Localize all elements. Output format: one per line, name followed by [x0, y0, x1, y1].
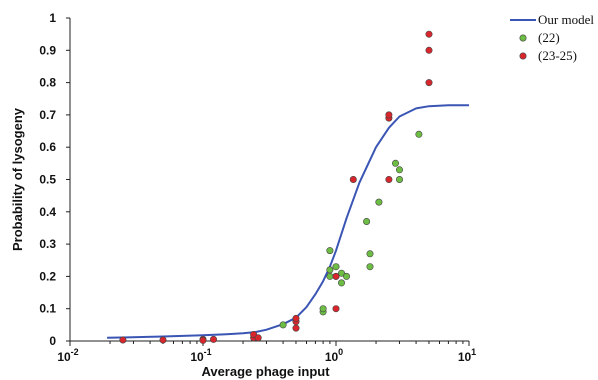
x-ticks: 10-2 10-1 100 101	[57, 341, 476, 364]
legend-label: (23-25)	[538, 48, 577, 63]
axes	[69, 18, 469, 342]
point-ref22	[319, 305, 327, 313]
y-tick-label: 0.2	[39, 269, 56, 283]
point-ref22	[375, 198, 383, 206]
x-tick-label: 10-1	[190, 347, 211, 364]
point-ref22	[279, 321, 287, 329]
point-ref23-25	[292, 314, 300, 322]
legend-label: Our model	[538, 12, 594, 27]
point-ref22	[366, 263, 374, 271]
y-tick-label: 0	[49, 334, 56, 348]
legend-label: (22)	[538, 30, 560, 45]
y-tick-label: 0.9	[39, 43, 56, 57]
point-ref23-25	[199, 336, 207, 344]
point-ref22	[391, 159, 399, 167]
point-ref22	[337, 269, 345, 277]
point-ref23-25	[159, 336, 167, 344]
y-tick-label: 1	[49, 11, 56, 25]
x-tick-label: 101	[458, 347, 476, 364]
point-ref23-25	[332, 305, 340, 313]
point-ref22	[415, 130, 423, 138]
point-ref22	[395, 166, 403, 174]
y-tick-label: 0.1	[39, 302, 56, 316]
x-tick-base: 10	[190, 350, 204, 364]
x-tick-base: 10	[57, 350, 71, 364]
point-ref23-25	[385, 176, 393, 184]
point-ref22	[326, 266, 334, 274]
x-tick-exponent: -2	[71, 347, 79, 357]
y-ticks: 0 0.1 0.2 0.3 0.4 0.5 0.6 0.7 0.8 0.9 1	[39, 11, 70, 348]
y-tick-label: 0.7	[39, 108, 56, 122]
y-tick-label: 0.3	[39, 237, 56, 251]
point-ref22	[395, 176, 403, 184]
y-tick-label: 0.6	[39, 140, 56, 154]
point-ref23-25	[210, 335, 218, 343]
y-tick-label: 0.4	[39, 205, 56, 219]
x-tick-exponent: 0	[338, 347, 343, 357]
point-ref23-25	[425, 30, 433, 38]
point-ref23-25	[349, 176, 357, 184]
x-tick-label: 10-2	[57, 347, 78, 364]
y-tick-label: 0.5	[39, 173, 56, 187]
x-tick-base: 10	[325, 350, 339, 364]
point-ref23-25	[425, 46, 433, 54]
y-axis-title: Probability of lysogeny	[10, 107, 25, 251]
x-tick-base: 10	[458, 350, 472, 364]
point-ref22	[363, 218, 371, 226]
point-ref22	[366, 250, 374, 258]
legend-point-swatch	[519, 52, 527, 60]
x-tick-exponent: 1	[471, 347, 476, 357]
point-ref23-25	[292, 324, 300, 332]
legend-point-swatch	[519, 34, 527, 42]
plot-area	[107, 30, 469, 344]
point-ref22	[342, 272, 350, 280]
point-ref22	[337, 279, 345, 287]
point-ref23-25	[119, 336, 127, 344]
legend: Our model (22) (23-25)	[510, 12, 594, 63]
x-axis-title: Average phage input	[201, 364, 330, 379]
y-tick-label: 0.8	[39, 76, 56, 90]
point-ref23-25	[332, 272, 340, 280]
point-ref23-25	[425, 79, 433, 87]
point-ref22	[332, 263, 340, 271]
x-tick-exponent: -1	[204, 347, 212, 357]
point-ref22	[326, 272, 334, 280]
x-tick-label: 100	[325, 347, 343, 364]
point-ref23-25	[254, 334, 262, 342]
model-curve	[107, 104, 469, 339]
point-ref22	[326, 247, 334, 255]
point-ref23-25	[385, 111, 393, 119]
